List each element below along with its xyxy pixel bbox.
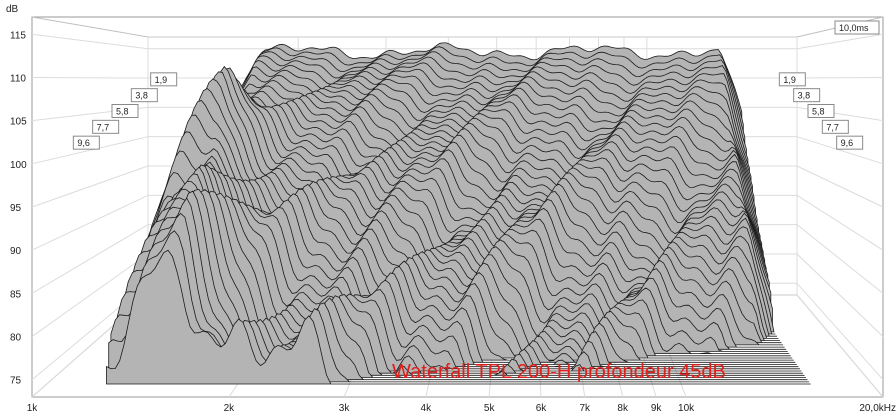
x-tick-label: 2k — [224, 403, 236, 414]
grid-depth-line — [31, 136, 149, 165]
svg-text:3,8: 3,8 — [798, 91, 811, 101]
y-tick-label: 105 — [10, 117, 27, 128]
svg-text:5,8: 5,8 — [116, 107, 129, 117]
y-tick-label: 90 — [10, 246, 22, 257]
grid-depth-line — [31, 33, 149, 50]
svg-text:5,8: 5,8 — [812, 107, 825, 117]
time-label: 5,8 — [807, 104, 835, 118]
y-tick-label: 85 — [10, 289, 22, 300]
axis-ticks: 75 80 85 90 95 100 105 110 115 1k 2k 3k 4k 5k 6k 7k 8k 9k… — [10, 30, 896, 414]
x-tick-label: 6k — [536, 403, 548, 414]
grid-depth-line — [796, 76, 884, 79]
grid-depth-line — [31, 194, 149, 251]
time-label: 3,8 — [130, 88, 158, 103]
time-label: 5,8 — [111, 104, 139, 118]
y-tick-label: 110 — [10, 73, 26, 84]
time-label: 9,6 — [836, 135, 864, 150]
y-tick-label: 95 — [10, 203, 22, 214]
time-label: 7,7 — [92, 119, 120, 134]
x-tick-label: 20,0kHz — [859, 403, 896, 414]
grid-floor-line — [796, 294, 884, 398]
grid-depth-line — [796, 165, 884, 208]
grid-depth-line — [796, 282, 884, 381]
svg-text:1,9: 1,9 — [783, 75, 796, 85]
grid-depth-line — [796, 33, 884, 50]
x-tick-label: 4k — [421, 403, 433, 414]
chart-annotation: Waterfall TPL 200-H profondeur 45dB — [392, 361, 726, 383]
svg-text:7,7: 7,7 — [826, 122, 839, 132]
time-label: 1,9 — [778, 72, 806, 87]
x-tick-label: 1k — [27, 403, 39, 414]
grid-depth-line — [796, 136, 884, 165]
time-label: 3,8 — [793, 88, 821, 103]
time-label: 10,0ms — [834, 20, 880, 35]
waterfall-slice — [120, 188, 800, 370]
time-label: 1,9 — [150, 72, 178, 87]
grid-depth-line — [796, 224, 884, 294]
svg-text:9,6: 9,6 — [77, 138, 90, 148]
grid-depth-line — [31, 253, 149, 337]
x-tick-label: 8k — [617, 403, 629, 414]
x-tick-label: 3k — [339, 403, 351, 414]
x-tick-label: 10k — [678, 403, 695, 414]
y-tick-label: 80 — [10, 333, 22, 344]
waterfall-slices — [106, 42, 811, 385]
x-tick-label: 5k — [484, 403, 496, 414]
grid-depth-line — [796, 253, 884, 337]
time-label: 9,6 — [72, 135, 100, 150]
x-tick-label: 7k — [579, 403, 591, 414]
y-tick-label: 75 — [10, 376, 22, 387]
svg-text:1,9: 1,9 — [155, 75, 168, 85]
depth-edge — [31, 16, 149, 38]
svg-text:7,7: 7,7 — [97, 122, 110, 132]
time-label: 7,7 — [821, 119, 849, 134]
svg-text:9,6: 9,6 — [841, 138, 854, 148]
x-tick-label: 9k — [651, 403, 663, 414]
y-tick-label: 100 — [10, 160, 27, 171]
y-axis-label: dB — [6, 4, 19, 15]
y-tick-label: 115 — [10, 30, 26, 41]
grid-depth-line — [31, 224, 149, 294]
waterfall-slice — [106, 249, 811, 385]
grid-depth-line — [31, 76, 149, 79]
grid-depth-line — [796, 194, 884, 251]
svg-text:3,8: 3,8 — [135, 91, 148, 101]
svg-text:10,0ms: 10,0ms — [839, 23, 869, 33]
grid-depth-line — [31, 165, 149, 208]
